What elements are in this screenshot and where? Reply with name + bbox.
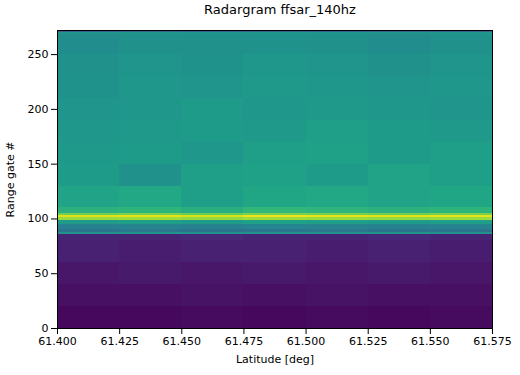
- svg-text:250: 250: [28, 48, 49, 61]
- svg-text:61.450: 61.450: [163, 335, 202, 348]
- svg-text:150: 150: [28, 158, 49, 171]
- svg-text:61.425: 61.425: [100, 335, 138, 348]
- svg-text:61.575: 61.575: [473, 335, 512, 348]
- svg-text:50: 50: [35, 267, 49, 280]
- svg-text:0: 0: [42, 322, 49, 335]
- html-text:Radargram ffsar_140hz: Radargram ffsar_140hz: [204, 2, 356, 17]
- svg-text:61.400: 61.400: [38, 335, 77, 348]
- svg-text:100: 100: [28, 212, 49, 225]
- svg-text:Range gate #: Range gate #: [4, 142, 17, 218]
- svg-text:200: 200: [28, 103, 49, 116]
- svg-text:61.550: 61.550: [411, 335, 450, 348]
- svg-text:Latitude [deg]: Latitude [deg]: [236, 353, 314, 366]
- svg-text:61.500: 61.500: [287, 335, 326, 348]
- svg-text:61.475: 61.475: [225, 335, 264, 348]
- svg-text:61.525: 61.525: [349, 335, 388, 348]
